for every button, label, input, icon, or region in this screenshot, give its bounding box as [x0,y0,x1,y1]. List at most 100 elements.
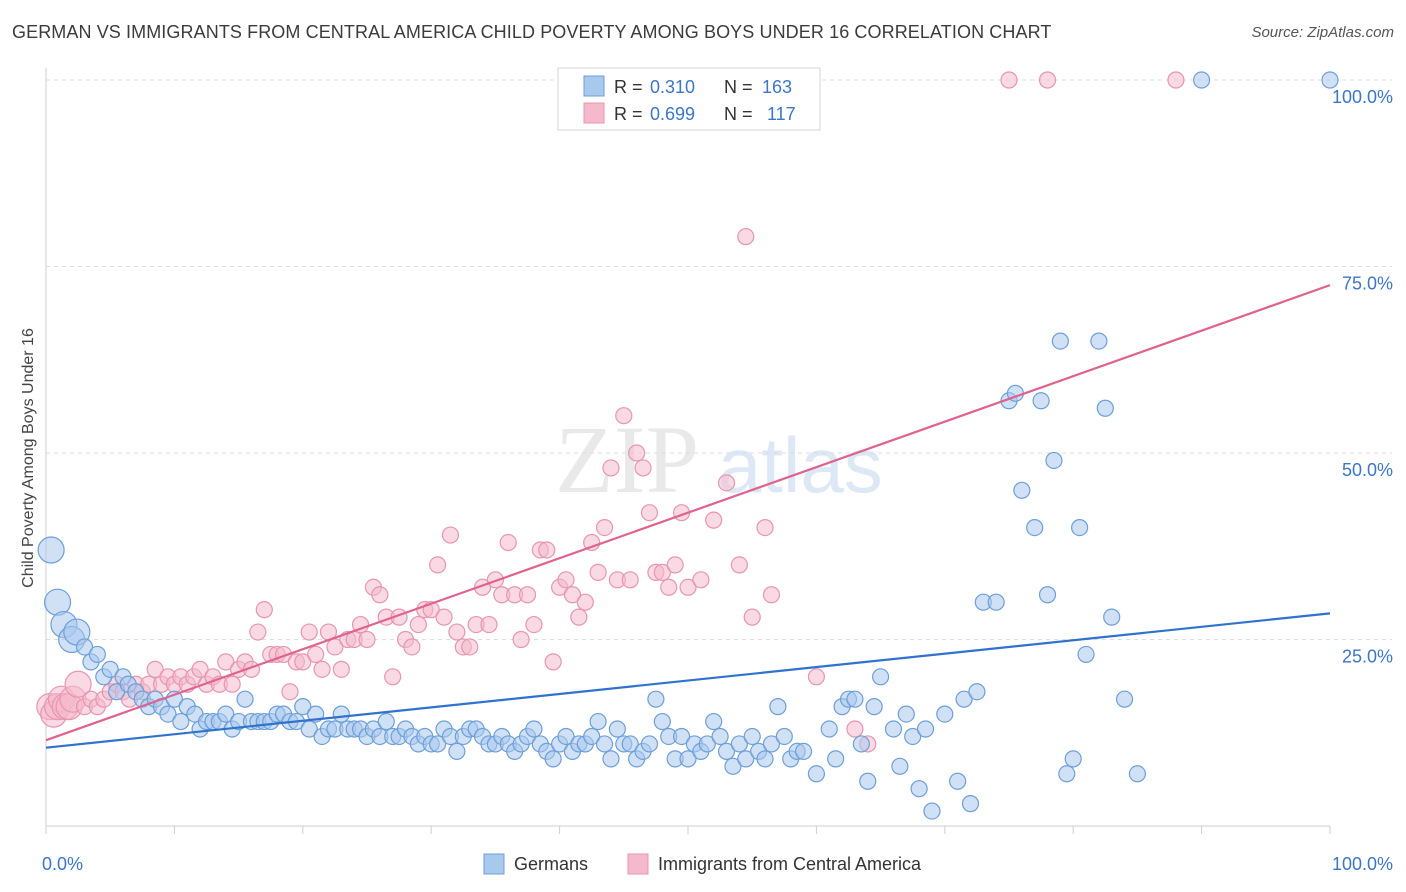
germans-point [172,712,190,731]
immigrants-point [64,670,92,698]
germans-point [897,705,915,723]
germans-point [217,705,235,723]
germans-point [37,536,65,564]
immigrants-point [300,623,318,641]
x-tick-label-max: 100.0% [1332,854,1393,874]
germans-point [1026,518,1044,537]
immigrants-point [589,563,607,581]
x-ticks [45,826,1331,834]
germans-point [1071,518,1089,537]
immigrants-point [480,615,498,634]
germans-point [595,735,614,753]
immigrants-point [756,518,774,537]
germans-point [949,772,967,790]
stats-legend: R = 0.310 N = 163 R = 0.699 N = 117 [557,67,821,131]
immigrants-point [1167,71,1185,89]
immigrants-point [518,586,537,604]
germans-point [794,742,813,761]
immigrants-point [557,571,575,589]
immigrants-point [351,615,370,634]
germans-point [236,690,254,708]
immigrants-point [576,593,594,611]
germans-point [1192,71,1211,89]
germans-point [647,690,665,708]
germans-point [1045,451,1063,470]
germans-point [904,727,922,746]
immigrants-point [499,533,517,552]
source-label: Source: ZipAtlas.com [1251,24,1394,41]
germans-point [1103,608,1121,626]
germans-point [1096,399,1114,417]
germans-point [672,727,691,746]
germans-point [827,750,845,768]
immigrants-point [1038,71,1057,89]
series-legend: Germans Immigrants from Central America [483,853,922,875]
immigrants-point [544,653,562,671]
germans-point [807,765,826,783]
legend-n-value: 117 [767,104,796,124]
immigrants-point [1000,71,1018,89]
immigrants-point [717,474,736,492]
legend-n-label: N = [724,104,753,124]
germans-point [769,698,787,716]
immigrants-point [371,586,389,604]
germans-point [698,735,716,753]
immigrants-point [640,504,659,522]
y-tick-label: 50.0% [1342,460,1393,480]
immigrants-point [435,608,453,626]
legend-swatch-immigrants [583,102,605,124]
germans-point [910,780,928,798]
immigrants-point [602,459,620,477]
x-tick-label-min: 0.0% [42,854,83,874]
germans-point [820,720,838,738]
grid-lines [46,79,1392,640]
immigrants-point [692,571,710,589]
germans-point [679,750,697,768]
germans-point [583,727,601,746]
germans-point [705,712,723,731]
immigrants-point [634,459,652,477]
germans-point [871,668,890,686]
immigrants-point [217,653,235,671]
immigrants-point [621,571,639,589]
legend-r-value: 0.699 [650,104,695,124]
immigrants-point [146,660,164,678]
germans-point [557,727,575,746]
germans-point [961,795,980,813]
germans-point [756,750,774,768]
immigrants-point [281,683,299,701]
immigrants-point [653,563,671,581]
germans-point [846,690,864,708]
watermark-atlas: atlas [718,421,883,509]
germans-point [987,593,1005,611]
immigrants-point [255,601,273,619]
immigrants-point [441,526,460,544]
legend-r-label: R = [614,104,643,124]
germans-point [429,735,447,753]
immigrants-point [730,556,748,574]
germans-point [968,683,986,701]
germans-point [916,720,935,738]
y-axis-label: Child Poverty Among Boys Under 16 [20,328,37,588]
immigrants-point [223,675,241,693]
germans-point [717,742,736,761]
germans-point [936,705,954,723]
germans-point [730,735,748,753]
immigrants-point [538,541,556,559]
immigrants-point [409,615,427,634]
immigrants-point [570,608,588,626]
immigrants-point [679,578,697,596]
germans-point [332,705,350,723]
germans-point [743,727,761,746]
immigrants-point [807,668,826,686]
y-tick-label: 25.0% [1342,647,1393,667]
germans-point [762,735,781,753]
germans-point [1032,392,1050,410]
germans-point [640,735,659,753]
legend-n-value: 163 [762,77,792,97]
immigrants-point [307,645,325,664]
immigrants-point [249,623,267,641]
germans-point [884,720,903,738]
germans-point [923,802,941,820]
